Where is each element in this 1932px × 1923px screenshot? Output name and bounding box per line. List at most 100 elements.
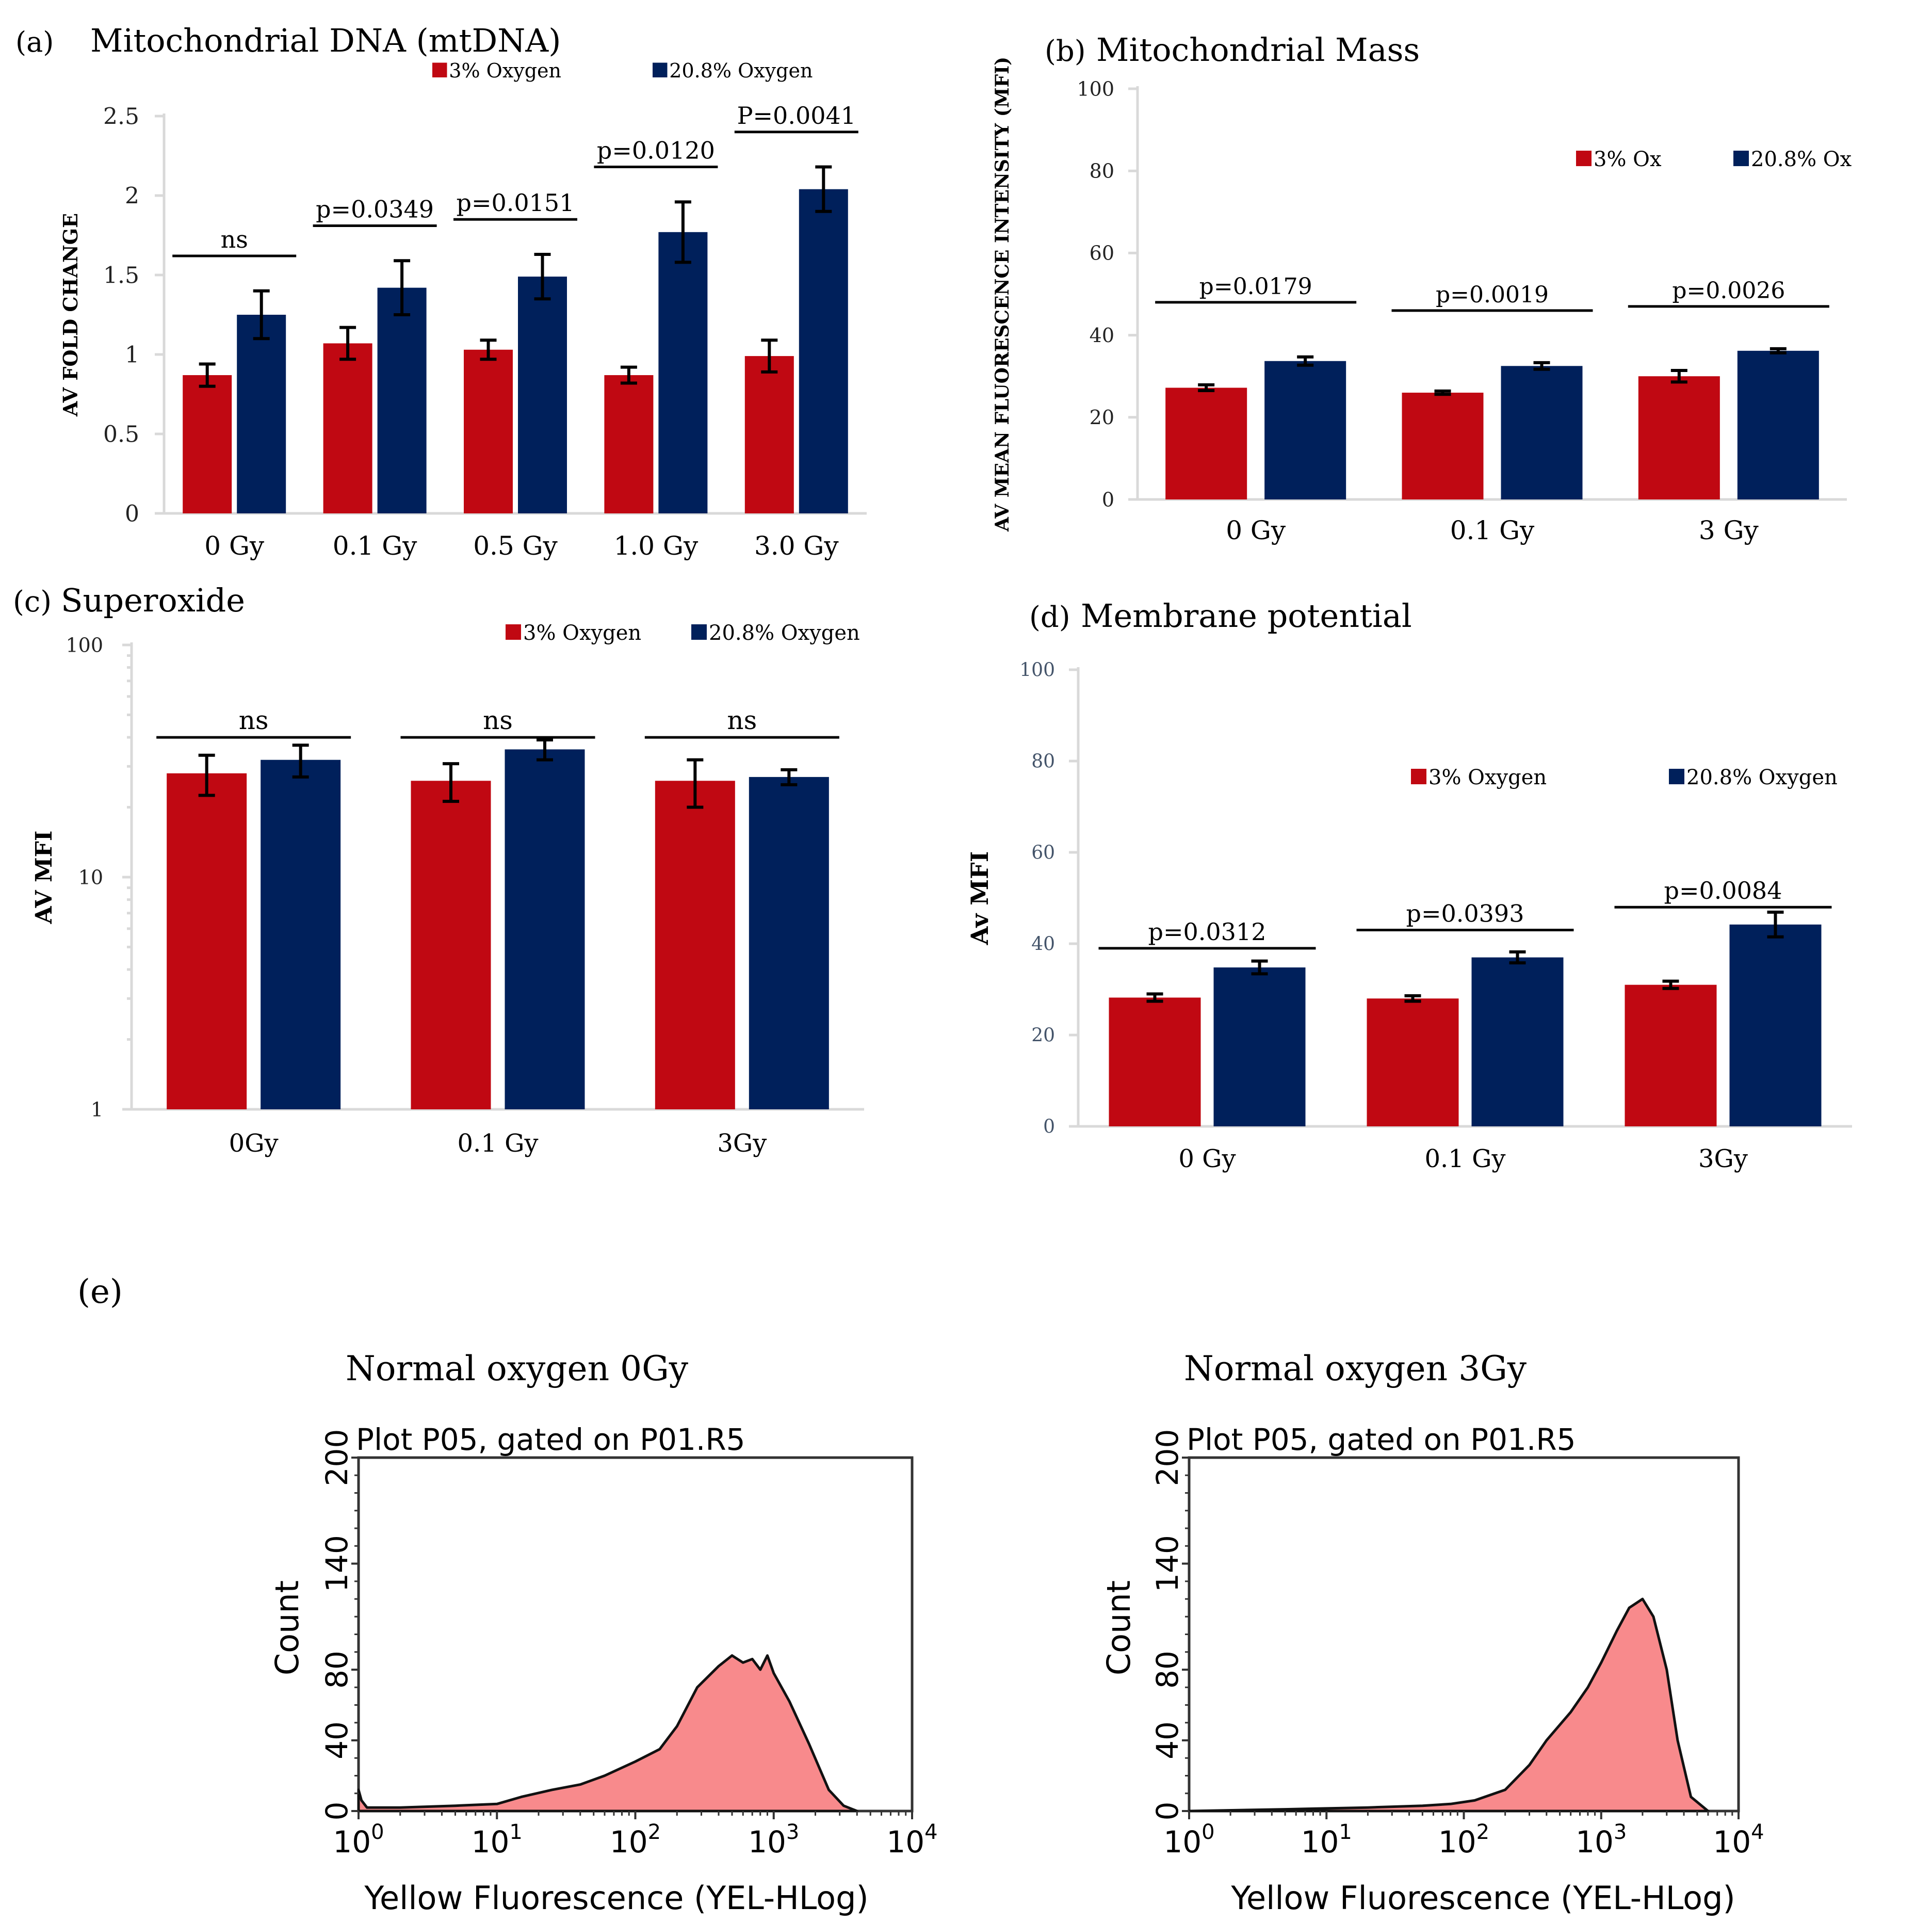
x-tick-label: 0.1 Gy xyxy=(1424,1144,1505,1173)
legend-swatch-red xyxy=(432,62,447,77)
y-tick-label: 10 xyxy=(78,866,103,888)
significance-label: P=0.0041 xyxy=(737,102,856,130)
bar-navy-3 xyxy=(658,232,708,514)
x-tick-label: 3Gy xyxy=(1698,1144,1748,1173)
legend-label: 3% Ox xyxy=(1594,148,1662,171)
x-tick-label: 3.0 Gy xyxy=(754,531,839,561)
x-tick-label: 103 xyxy=(748,1820,799,1860)
bar-navy-2 xyxy=(1737,350,1819,499)
bar-red-2 xyxy=(1638,376,1720,499)
histogram-3gy-title: Normal oxygen 3Gy xyxy=(1184,1349,1527,1388)
y-tick-label: 0 xyxy=(1102,488,1114,511)
x-tick-label: 101 xyxy=(1301,1820,1352,1860)
significance-label: p=0.0393 xyxy=(1406,899,1524,927)
y-tick-label: 100 xyxy=(1077,77,1114,100)
x-tick-label: 104 xyxy=(1713,1820,1764,1860)
panel-d-title: Membrane potential xyxy=(1081,597,1412,635)
y-tick-label: 80 xyxy=(319,1651,354,1689)
y-tick-label: 60 xyxy=(1090,242,1114,265)
significance-label: ns xyxy=(483,705,513,735)
x-tick-label: 0.5 Gy xyxy=(473,531,558,561)
significance-label: p=0.0084 xyxy=(1664,877,1782,904)
bar-navy-0 xyxy=(261,759,341,1109)
y-tick-label: 140 xyxy=(319,1535,354,1592)
bar-navy-1 xyxy=(377,287,427,513)
y-tick-label: 1 xyxy=(125,342,139,368)
significance-label: p=0.0312 xyxy=(1148,918,1267,946)
y-axis-label: AV FOLD CHANGE xyxy=(59,213,82,417)
legend-label: 20.8% Ox xyxy=(1751,148,1852,171)
legend-swatch-navy xyxy=(1669,769,1684,784)
histogram-0gy-xlabel: Yellow Fluorescence (YEL-HLog) xyxy=(364,1879,868,1917)
bar-red-3 xyxy=(604,375,654,513)
bar-red-2 xyxy=(464,349,513,513)
y-tick-label: 40 xyxy=(1150,1721,1185,1759)
plot-frame xyxy=(357,1456,914,1813)
y-axis-label: AV MEAN FLUORESCENCE INTENSITY (MFI) xyxy=(992,57,1013,532)
legend-swatch-red xyxy=(1576,151,1592,166)
histogram-0gy-ylabel: Count xyxy=(268,1580,306,1675)
bar-navy-1 xyxy=(1471,957,1564,1126)
y-tick-label: 0.5 xyxy=(103,421,139,447)
x-tick-label: 0.1 Gy xyxy=(1450,515,1535,545)
histogram-area xyxy=(1188,1597,1710,1813)
significance-label: ns xyxy=(727,705,757,735)
panel-a-mtdna-chart: (a) Mitochondrial DNA (mtDNA) 0 0.5 1 1.5 2 2… xyxy=(15,22,867,561)
y-tick-label: 40 xyxy=(319,1721,354,1759)
bar-red-1 xyxy=(1367,998,1459,1126)
x-tick-label: 3 Gy xyxy=(1699,515,1759,545)
y-tick-label: 140 xyxy=(1150,1535,1185,1592)
significance-label: ns xyxy=(221,225,248,253)
bar-red-2 xyxy=(1625,984,1717,1126)
y-tick-label: 2.5 xyxy=(103,103,139,130)
histogram-3gy-ylabel: Count xyxy=(1100,1580,1138,1675)
x-tick-label: 102 xyxy=(1438,1820,1489,1860)
x-tick-label: 3Gy xyxy=(717,1129,767,1158)
x-tick-label: 102 xyxy=(610,1820,661,1860)
y-tick-label: 200 xyxy=(319,1429,354,1486)
y-tick-label: 0 xyxy=(125,500,139,527)
significance-label: p=0.0349 xyxy=(316,196,434,223)
x-tick-label: 0 Gy xyxy=(1226,515,1286,545)
y-tick-label: 0 xyxy=(1043,1117,1055,1138)
panel-a-title: Mitochondrial DNA (mtDNA) xyxy=(90,22,561,59)
bar-red-0 xyxy=(167,773,247,1109)
x-tick-label: 0 Gy xyxy=(1178,1144,1236,1173)
x-tick-label: 100 xyxy=(333,1820,384,1860)
y-axis-label: AV MFI xyxy=(31,831,57,925)
histogram-normal-oxygen-3gy: Normal oxygen 3Gy Plot P05, gated on P01… xyxy=(1100,1349,1764,1917)
y-tick-label: 0 xyxy=(319,1802,354,1821)
histogram-0gy-subtitle: Plot P05, gated on P01.R5 xyxy=(356,1422,745,1457)
bar-navy-0 xyxy=(1264,361,1346,499)
legend-label: 20.8% Oxygen xyxy=(709,621,860,645)
panel-e-label: (e) xyxy=(77,1273,123,1311)
legend-label: 3% Oxygen xyxy=(449,59,561,82)
significance-label: p=0.0026 xyxy=(1672,278,1785,304)
histogram-3gy-subtitle: Plot P05, gated on P01.R5 xyxy=(1187,1422,1576,1457)
legend-swatch-navy xyxy=(1733,151,1749,166)
panel-a-label: (a) xyxy=(15,26,54,58)
histogram-0gy-title: Normal oxygen 0Gy xyxy=(346,1349,689,1388)
y-tick-label: 20 xyxy=(1090,406,1114,429)
legend-label: 3% Oxygen xyxy=(1428,766,1547,789)
y-tick-label: 100 xyxy=(66,634,103,656)
bar-red-1 xyxy=(411,781,491,1109)
y-tick-label: 2 xyxy=(125,183,139,209)
x-tick-label: 0 Gy xyxy=(204,531,265,561)
panel-b-mitochondrial-mass-chart: (b) Mitochondrial Mass 0 20 40 60 80 100 AV ME… xyxy=(992,31,1852,545)
significance-label: p=0.0120 xyxy=(597,137,715,165)
significance-label: ns xyxy=(239,705,269,735)
y-tick-label: 60 xyxy=(1031,843,1055,864)
bar-red-0 xyxy=(1165,387,1247,499)
y-tick-label: 80 xyxy=(1031,751,1055,772)
histogram-normal-oxygen-0gy: Normal oxygen 0Gy Plot P05, gated on P01… xyxy=(268,1349,938,1917)
x-tick-label: 101 xyxy=(472,1820,523,1860)
panel-d-membrane-potential-chart: (d) Membrane potential 0 20 40 60 80 100 Av MF… xyxy=(966,597,1852,1173)
panel-c-title: Superoxide xyxy=(61,581,245,619)
bar-navy-2 xyxy=(518,277,567,513)
bar-navy-1 xyxy=(505,749,585,1109)
panel-b-label: (b) xyxy=(1045,35,1086,68)
x-tick-label: 100 xyxy=(1163,1820,1214,1860)
legend-label: 20.8% Oxygen xyxy=(669,59,813,82)
